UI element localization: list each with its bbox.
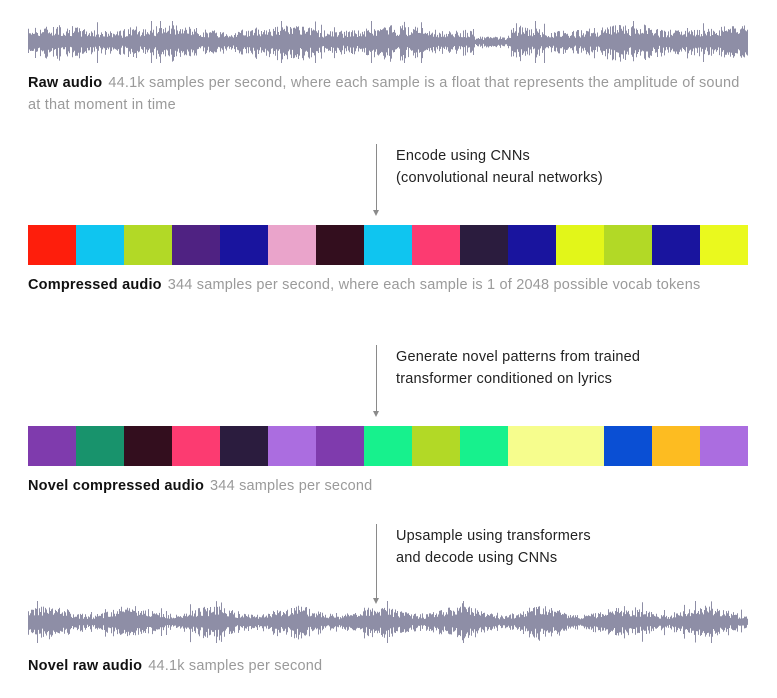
encode-step-label: Encode using CNNs (convolutional neural … <box>396 145 603 189</box>
generate-step-line1: Generate novel patterns from trained <box>396 349 641 365</box>
compressed-audio-token <box>316 225 364 265</box>
compressed-audio-token <box>556 225 604 265</box>
novel-compressed-audio-token <box>220 426 268 466</box>
compressed-audio-token <box>76 225 124 265</box>
novel-compressed-audio-token <box>268 426 316 466</box>
compressed-audio-caption: Compressed audio 344 samples per second, … <box>28 274 748 296</box>
novel-compressed-audio-token <box>28 426 76 466</box>
upsample-step-line2: and decode using CNNs <box>396 550 558 566</box>
raw-audio-description: 44.1k samples per second, where each sam… <box>28 75 740 113</box>
compressed-audio-token <box>364 225 412 265</box>
compressed-audio-token <box>460 225 508 265</box>
novel-compressed-audio-token <box>460 426 508 466</box>
novel-raw-audio-title: Novel raw audio <box>28 658 143 674</box>
generate-step-label: Generate novel patterns from trained tra… <box>396 346 640 390</box>
encode-arrow <box>373 144 379 216</box>
novel-raw-audio-caption: Novel raw audio 44.1k samples per second <box>28 655 748 677</box>
novel-raw-audio-waveform <box>28 601 748 643</box>
novel-compressed-audio-title: Novel compressed audio <box>28 478 205 494</box>
compressed-audio-token <box>604 225 652 265</box>
raw-audio-caption: Raw audio 44.1k samples per second, where… <box>28 72 748 116</box>
upsample-step-line1: Upsample using transformers <box>396 528 591 544</box>
novel-compressed-audio-caption: Novel compressed audio 344 samples per se… <box>28 475 748 497</box>
encode-step-line1: Encode using CNNs <box>396 148 530 164</box>
raw-audio-title: Raw audio <box>28 75 103 91</box>
generate-arrow <box>373 345 379 417</box>
compressed-audio-token <box>652 225 700 265</box>
upsample-arrow <box>373 524 379 604</box>
compressed-audio-description: 344 samples per second, where each sampl… <box>167 277 701 293</box>
compressed-audio-token <box>172 225 220 265</box>
compressed-audio-token <box>700 225 748 265</box>
novel-compressed-audio-token <box>316 426 364 466</box>
compressed-audio-tokens <box>28 225 748 265</box>
raw-audio-waveform <box>28 21 748 63</box>
upsample-step-label: Upsample using transformers and decode u… <box>396 525 591 569</box>
novel-compressed-audio-token <box>700 426 748 466</box>
generate-step-line2: transformer conditioned on lyrics <box>396 371 613 387</box>
novel-compressed-audio-token <box>604 426 652 466</box>
compressed-audio-token <box>220 225 268 265</box>
novel-compressed-audio-description: 344 samples per second <box>210 478 373 494</box>
compressed-audio-token <box>268 225 316 265</box>
compressed-audio-token <box>124 225 172 265</box>
novel-compressed-audio-token <box>124 426 172 466</box>
novel-compressed-audio-token <box>76 426 124 466</box>
compressed-audio-token <box>412 225 460 265</box>
novel-compressed-audio-token <box>508 426 604 466</box>
compressed-audio-title: Compressed audio <box>28 277 162 293</box>
encode-step-line2: (convolutional neural networks) <box>396 170 603 186</box>
compressed-audio-token <box>28 225 76 265</box>
novel-compressed-audio-token <box>412 426 460 466</box>
novel-compressed-audio-token <box>172 426 220 466</box>
novel-compressed-audio-token <box>652 426 700 466</box>
novel-compressed-audio-token <box>364 426 412 466</box>
novel-compressed-audio-tokens <box>28 426 748 466</box>
compressed-audio-token <box>508 225 556 265</box>
novel-raw-audio-description: 44.1k samples per second <box>148 658 323 674</box>
